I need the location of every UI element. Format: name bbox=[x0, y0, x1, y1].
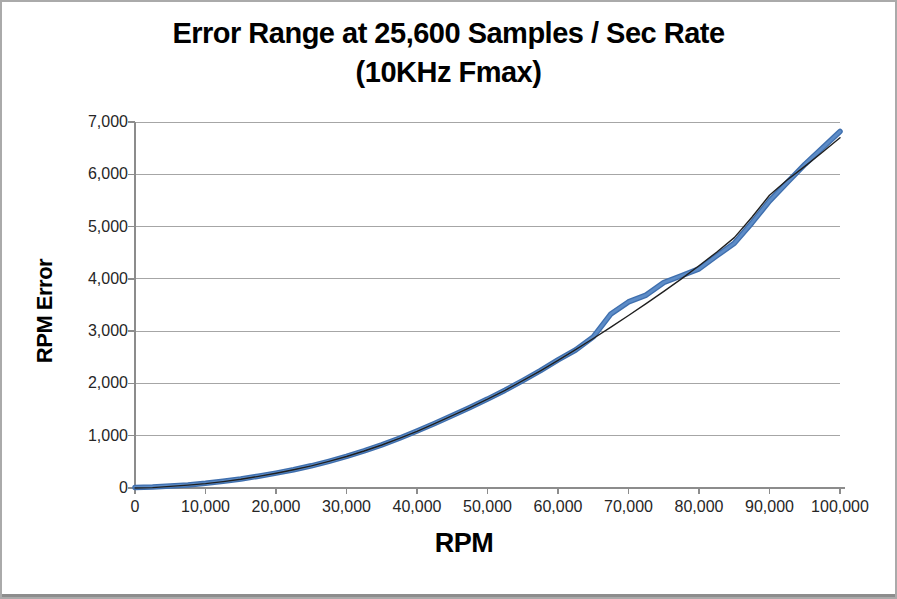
y-tick-label: 0 bbox=[40, 478, 128, 498]
x-tick-label: 100,000 bbox=[798, 497, 882, 517]
y-tick-label: 3,000 bbox=[40, 321, 128, 341]
y-tick-label: 4,000 bbox=[40, 269, 128, 289]
x-axis-title: RPM bbox=[364, 528, 564, 559]
y-tick-label: 1,000 bbox=[40, 426, 128, 446]
y-tick-label: 6,000 bbox=[40, 164, 128, 184]
series-line-rpm-error-measured bbox=[135, 131, 840, 487]
chart-image: Error Range at 25,600 Samples / Sec Rate… bbox=[0, 0, 897, 599]
y-tick-label: 5,000 bbox=[40, 217, 128, 237]
series-line-rpm-error-measured-core bbox=[135, 131, 840, 487]
y-tick-label: 2,000 bbox=[40, 373, 128, 393]
y-tick-label: 7,000 bbox=[40, 112, 128, 132]
